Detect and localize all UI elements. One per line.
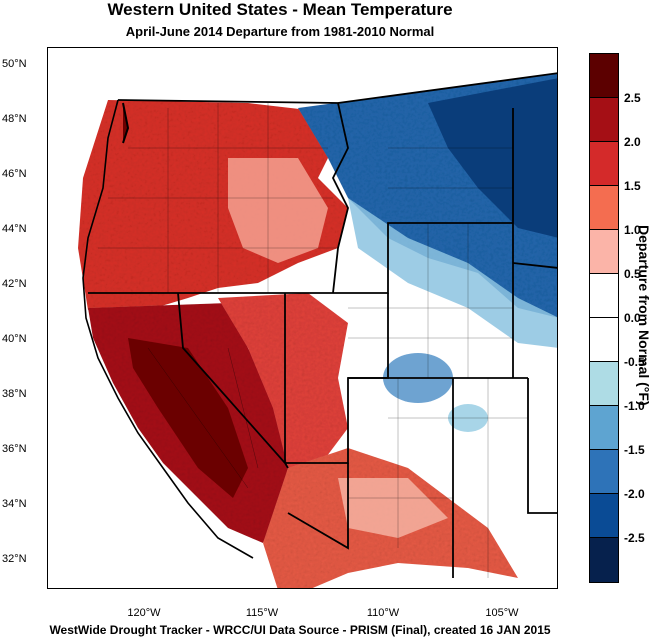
lat-label-34: 34°N: [2, 498, 27, 510]
colorbar-label: 0.0: [624, 311, 641, 325]
colorbar-segment: [590, 142, 618, 186]
northeast-dark-blue: [428, 78, 557, 238]
inland-northwest-light: [228, 158, 328, 263]
puget-sound: [122, 102, 130, 144]
colorbar-label: 2.5: [624, 91, 641, 105]
map-title: Western United States - Mean Temperature: [107, 0, 453, 19]
lat-label-36: 36°N: [2, 443, 27, 455]
map-canvas: [48, 48, 557, 588]
colorbar-segment: [590, 186, 618, 230]
colorbar-label: -1.5: [624, 443, 645, 457]
colorbar-label: 2.0: [624, 135, 641, 149]
colorbar-segment: [590, 362, 618, 406]
lon-label-115: 115°W: [245, 607, 279, 619]
lat-label-32: 32°N: [2, 553, 27, 565]
temperature-map: [47, 47, 558, 589]
lat-label-48: 48°N: [2, 113, 27, 125]
colorbar-title: Departure from Normal (°F): [636, 225, 652, 406]
lon-label-110: 110°W: [366, 607, 400, 619]
lon-label-105: 105°W: [485, 607, 519, 619]
colorbar-segment: [590, 494, 618, 538]
coastline: [82, 99, 254, 559]
state-boundaries: [88, 72, 557, 578]
colorbar-segment: [590, 450, 618, 494]
colorbar-label: 1.5: [624, 179, 641, 193]
great-basin-red: [218, 293, 348, 468]
plains-light-blue: [348, 198, 557, 348]
lon-label-120: 120°W: [127, 607, 161, 619]
colorbar: [589, 53, 619, 583]
colorbar-segment: [590, 274, 618, 318]
county-boundaries: [98, 103, 528, 578]
colorbar-label: -2.0: [624, 487, 645, 501]
colorbar-label: 1.0: [624, 223, 641, 237]
map-subtitle: April-June 2014 Departure from 1981-2010…: [125, 24, 435, 39]
colorbar-segment: [590, 406, 618, 450]
colorbar-segment: [590, 98, 618, 142]
lat-label-40: 40°N: [2, 333, 27, 345]
southwest-light: [338, 478, 448, 538]
colorbar-label: -2.5: [624, 531, 645, 545]
lat-label-50: 50°N: [2, 58, 27, 70]
colorbar-label: -1.0: [624, 399, 645, 413]
colorbar-segment: [590, 54, 618, 98]
colorbar-label: 0.5: [624, 267, 641, 281]
colorbar-label: -0.5: [624, 355, 645, 369]
lat-label-46: 46°N: [2, 168, 27, 180]
colorbar-segment: [590, 230, 618, 274]
footer-credit: WestWide Drought Tracker - WRCC/UI Data …: [49, 623, 551, 637]
lat-label-38: 38°N: [2, 388, 27, 400]
lat-label-42: 42°N: [2, 278, 27, 290]
lat-label-44: 44°N: [2, 223, 27, 235]
colorbar-segment: [590, 538, 618, 582]
colorbar-segment: [590, 318, 618, 362]
california-core: [128, 338, 248, 498]
